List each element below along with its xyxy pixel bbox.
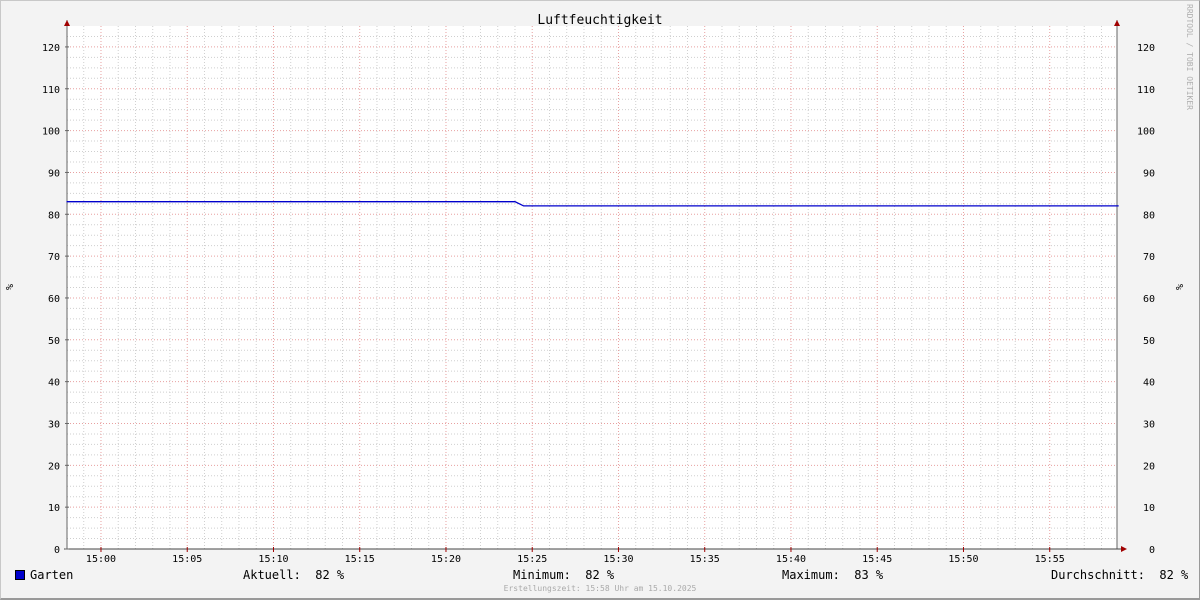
footer-timestamp: Erstellungszeit: 15:58 Uhr am 15.10.2025	[503, 584, 697, 593]
y-tick-label-right: 50	[1143, 336, 1155, 347]
y-tick-label-right: 120	[1137, 43, 1155, 54]
y-tick-label-left: 20	[48, 461, 60, 472]
x-tick-label: 15:05	[172, 554, 202, 565]
stat-value: 82 %	[1159, 568, 1189, 582]
y-tick-label-right: 10	[1143, 503, 1155, 514]
y-tick-label-left: 30	[48, 419, 60, 430]
y-tick-label-left: 90	[48, 168, 60, 179]
legend-stat-maximum: Maximum: 83 %	[782, 568, 883, 582]
x-tick-label: 15:20	[431, 554, 461, 565]
x-tick-label: 15:15	[345, 554, 375, 565]
y-tick-label-right: 110	[1137, 85, 1155, 96]
stat-value: 82 %	[585, 568, 615, 582]
x-tick-label: 15:35	[690, 554, 720, 565]
y-tick-label-right: 80	[1143, 210, 1155, 221]
y-tick-label-left: 50	[48, 336, 60, 347]
y-tick-label-left: 10	[48, 503, 60, 514]
y-tick-label-right: 90	[1143, 168, 1155, 179]
watermark: RRDTOOL / TOBI OETIKER	[1185, 4, 1194, 110]
x-tick-label: 15:00	[86, 554, 116, 565]
stat-label: Maximum:	[782, 568, 840, 582]
legend-stat-aktuell: Aktuell: 82 %	[243, 568, 344, 582]
y-tick-label-right: 30	[1143, 419, 1155, 430]
x-tick-label: 15:10	[258, 554, 288, 565]
y-tick-label-right: 20	[1143, 461, 1155, 472]
x-tick-label: 15:25	[517, 554, 547, 565]
stat-value: 82 %	[315, 568, 345, 582]
y-tick-label-left: 70	[48, 252, 60, 263]
legend-stat-durchschnitt: Durchschnitt: 82 %	[1051, 568, 1188, 582]
legend-stat-minimum: Minimum: 82 %	[513, 568, 614, 582]
legend-swatch	[15, 570, 25, 580]
stat-label: Aktuell:	[243, 568, 301, 582]
x-tick-label: 15:55	[1035, 554, 1065, 565]
y-tick-label-right: 70	[1143, 252, 1155, 263]
x-tick-label: 15:50	[948, 554, 978, 565]
y-tick-label-right: 60	[1143, 294, 1155, 305]
stat-label: Minimum:	[513, 568, 571, 582]
stat-value: 83 %	[854, 568, 884, 582]
y-tick-label-left: 100	[42, 127, 60, 138]
y-axis-label-right: %	[1175, 284, 1186, 290]
x-tick-label: 15:40	[776, 554, 806, 565]
chart-title: Luftfeuchtigkeit	[537, 13, 662, 28]
y-tick-label-right: 100	[1137, 127, 1155, 138]
y-tick-label-left: 120	[42, 43, 60, 54]
x-axis-arrow-icon	[1121, 546, 1127, 552]
y-tick-label-left: 80	[48, 210, 60, 221]
y-tick-label-left: 40	[48, 378, 60, 389]
y-tick-label-left: 60	[48, 294, 60, 305]
y-axis-right-arrow-icon	[1114, 20, 1120, 26]
y-tick-label-right: 0	[1149, 545, 1155, 556]
x-tick-label: 15:30	[603, 554, 633, 565]
y-tick-label-left: 110	[42, 85, 60, 96]
x-tick-label: 15:45	[862, 554, 892, 565]
stat-label: Durchschnitt:	[1051, 568, 1145, 582]
series-line-garten	[66, 201, 1119, 207]
y-tick-label-left: 0	[54, 545, 60, 556]
legend-series-name: Garten	[30, 568, 74, 582]
y-axis-arrow-icon	[64, 20, 70, 26]
y-axis-label-left: %	[5, 284, 16, 290]
y-tick-label-right: 40	[1143, 378, 1155, 389]
